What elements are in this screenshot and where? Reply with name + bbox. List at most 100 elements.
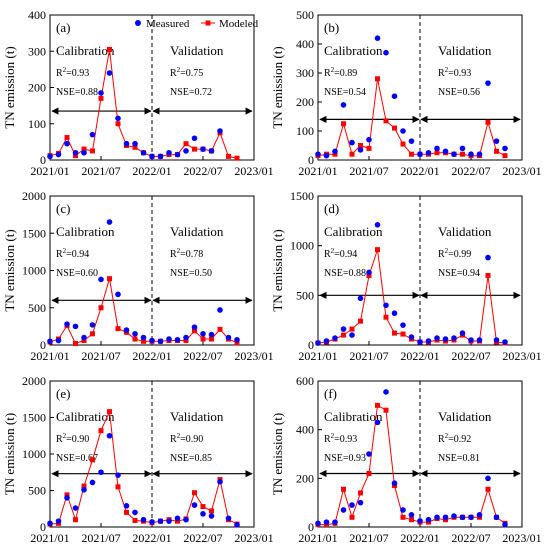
measured-point <box>366 136 372 143</box>
calibration-r2: R2=0.94 <box>324 247 357 260</box>
modeled-point <box>98 95 104 101</box>
calibration-r2: R2=0.94 <box>56 247 89 260</box>
x-tick-label: 2021/01 <box>30 164 69 178</box>
x-tick-label: 2023/01 <box>502 531 541 545</box>
measured-point <box>357 499 364 506</box>
measured-point <box>72 149 79 156</box>
calibration-nse: NSE=0.88 <box>56 87 98 98</box>
modeled-point <box>115 326 121 332</box>
y-tick-label: 300 <box>28 44 46 58</box>
measured-point <box>425 338 432 344</box>
measured-point <box>442 514 449 521</box>
y-tick-label: 1500 <box>22 226 46 240</box>
measured-point <box>374 419 381 426</box>
modeled-point <box>64 492 70 498</box>
calibration-label: Calibration <box>324 409 383 424</box>
measured-point <box>485 80 491 86</box>
modeled-point <box>115 121 121 127</box>
measured-point <box>476 337 483 343</box>
modeled-point <box>81 338 87 344</box>
y-axis-label: TN emission (t) <box>2 413 17 495</box>
measured-point <box>502 145 508 152</box>
modeled-point <box>234 155 240 161</box>
measured-point <box>200 511 206 517</box>
y-tick-label: 100 <box>296 124 314 138</box>
modeled-point <box>358 318 363 324</box>
measured-point <box>315 520 321 527</box>
calibration-label: Calibration <box>324 43 383 58</box>
modeled-point <box>107 46 112 52</box>
modeled-point <box>107 276 112 282</box>
measured-point <box>502 339 508 345</box>
measured-point <box>157 518 164 524</box>
measured-point <box>400 507 406 513</box>
panel-label: (a) <box>56 20 70 35</box>
measured-point <box>149 337 155 344</box>
x-tick-label: 2022/01 <box>132 349 171 363</box>
measured-point <box>157 338 164 345</box>
chart-panel: 0 200 400 600 2021/01 2021/07 2022/01 2022/07 20… <box>270 374 542 545</box>
modeled-point <box>375 76 380 82</box>
validation-r2: R2=0.99 <box>438 247 471 260</box>
measured-point <box>64 140 70 147</box>
calibration-r2: R2=0.93 <box>56 66 89 79</box>
y-tick-label: 1000 <box>22 264 46 278</box>
measured-point <box>315 151 321 157</box>
validation-nse: NSE=0.72 <box>170 87 212 98</box>
modeled-point <box>366 145 372 151</box>
measured-point <box>485 254 491 261</box>
modeled-point <box>400 141 406 147</box>
x-tick-label: 2021/07 <box>81 164 120 178</box>
x-tick-label: 2022/07 <box>183 349 222 363</box>
measured-point <box>166 149 172 156</box>
validation-label: Validation <box>170 43 224 58</box>
measured-point <box>98 276 104 283</box>
modeled-point <box>73 517 78 523</box>
measured-point <box>200 331 206 337</box>
calibration-r2: R2=0.89 <box>324 66 357 79</box>
modeled-point <box>409 151 414 157</box>
measured-point <box>332 335 338 341</box>
legend-modeled-label: Modeled <box>219 18 259 30</box>
x-tick-label: 2022/07 <box>451 349 490 363</box>
measured-point <box>493 514 500 521</box>
x-tick-label: 2022/07 <box>183 164 222 178</box>
modeled-point <box>81 146 87 152</box>
modeled-point <box>341 121 346 127</box>
modeled-point <box>209 336 214 342</box>
validation-nse: NSE=0.56 <box>438 87 480 98</box>
y-tick-label: 300 <box>296 66 314 80</box>
x-tick-label: 2021/01 <box>298 164 337 178</box>
modeled-point <box>392 330 397 336</box>
measured-point <box>442 148 449 155</box>
x-tick-label: 2021/07 <box>349 349 388 363</box>
x-tick-label: 2021/07 <box>349 164 388 178</box>
y-tick-label: 1500 <box>290 189 314 203</box>
validation-nse: NSE=0.81 <box>438 453 480 464</box>
measured-point <box>349 332 355 338</box>
measured-point <box>183 516 189 523</box>
modeled-point <box>132 517 138 523</box>
y-tick-label: 0 <box>308 153 314 167</box>
panel-label: (e) <box>56 386 70 401</box>
measured-point <box>383 389 389 395</box>
measured-point <box>64 495 70 501</box>
measured-point <box>149 153 155 160</box>
legend-measured-label: Measured <box>146 18 190 30</box>
measured-point <box>149 519 155 525</box>
measured-point <box>208 331 215 338</box>
measured-point <box>493 138 500 144</box>
measured-point <box>366 269 372 276</box>
measured-point <box>391 93 398 99</box>
measured-point <box>123 327 130 333</box>
x-tick-label: 2023/01 <box>502 349 541 363</box>
measured-point <box>468 514 474 521</box>
y-tick-label: 0 <box>308 338 314 352</box>
measured-point <box>434 335 440 341</box>
modeled-point <box>349 326 355 332</box>
modeled-point <box>90 148 95 154</box>
modeled-point <box>175 518 180 524</box>
measured-point <box>225 515 232 522</box>
measured-point <box>191 502 198 508</box>
x-tick-label: 2021/01 <box>298 531 337 545</box>
